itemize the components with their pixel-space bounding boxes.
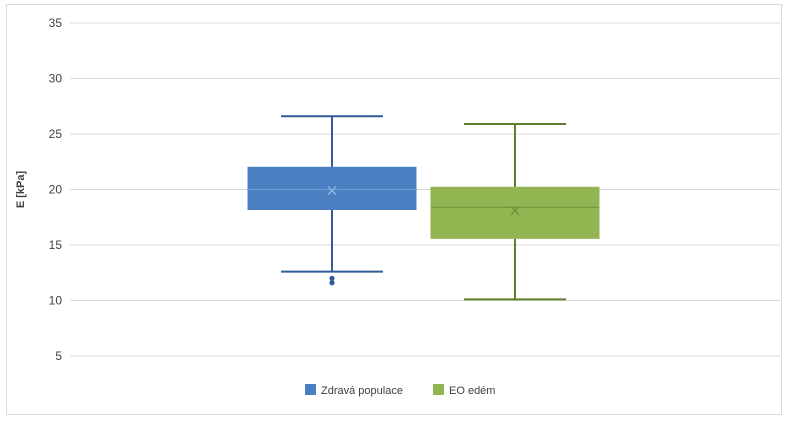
y-tick-label: 20	[49, 183, 63, 197]
box-series-2	[430, 123, 600, 301]
mean-marker	[327, 186, 337, 196]
box	[247, 166, 417, 210]
outlier-point	[329, 275, 335, 281]
y-tick-label: 25	[49, 127, 63, 141]
box-series-1	[247, 115, 417, 286]
legend: Zdravá populace EO edém	[305, 384, 495, 397]
legend-swatch-1	[305, 384, 316, 395]
legend-label-1: Zdravá populace	[321, 385, 403, 397]
mean-marker	[510, 206, 520, 216]
legend-label-2: EO edém	[449, 385, 495, 397]
box	[430, 186, 600, 239]
y-tick-label: 15	[49, 238, 63, 252]
y-tick-label: 5	[55, 349, 62, 363]
y-tick-label: 10	[49, 294, 63, 308]
box-series	[247, 115, 600, 301]
outlier-point	[329, 280, 335, 286]
y-axis-tick-labels: 5 10 15 20 25 30 35	[49, 16, 63, 363]
y-axis-title: E [kPa]	[15, 171, 27, 209]
y-tick-label: 30	[49, 72, 63, 86]
y-tick-label: 35	[49, 16, 63, 30]
legend-swatch-2	[433, 384, 444, 395]
gridlines	[70, 22, 780, 357]
